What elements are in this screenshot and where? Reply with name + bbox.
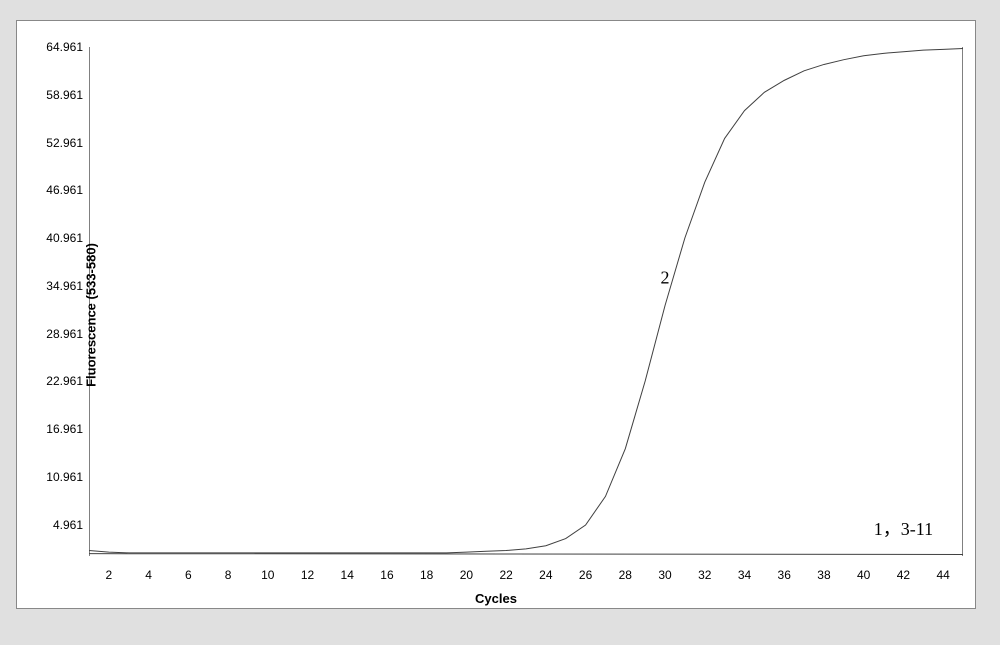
curve-annotation: 2 — [661, 267, 670, 288]
x-tick-label: 10 — [261, 568, 274, 582]
chart-container: Fluorescence (533-580) Cycles 4.96110.96… — [0, 0, 1000, 645]
x-tick-label: 22 — [499, 568, 512, 582]
x-tick-label: 12 — [301, 568, 314, 582]
y-tick-label: 28.961 — [46, 327, 83, 341]
x-tick-label: 16 — [380, 568, 393, 582]
x-tick-label: 26 — [579, 568, 592, 582]
x-tick-label: 6 — [185, 568, 192, 582]
y-tick-label: 4.961 — [53, 518, 83, 532]
y-tick-label: 58.961 — [46, 88, 83, 102]
x-tick-label: 32 — [698, 568, 711, 582]
plot-svg — [89, 39, 963, 564]
x-tick-label: 30 — [658, 568, 671, 582]
x-tick-label: 42 — [897, 568, 910, 582]
x-tick-label: 36 — [778, 568, 791, 582]
x-tick-label: 34 — [738, 568, 751, 582]
x-tick-label: 2 — [106, 568, 113, 582]
plot-area: 4.96110.96116.96122.96128.96134.96140.96… — [89, 39, 963, 564]
chart-panel: Fluorescence (533-580) Cycles 4.96110.96… — [16, 20, 976, 609]
x-tick-label: 28 — [619, 568, 632, 582]
x-tick-label: 8 — [225, 568, 232, 582]
y-tick-label: 22.961 — [46, 374, 83, 388]
y-tick-label: 52.961 — [46, 136, 83, 150]
x-tick-label: 44 — [936, 568, 949, 582]
curve-flat — [89, 554, 963, 555]
y-tick-label: 40.961 — [46, 231, 83, 245]
x-axis-label: Cycles — [475, 591, 517, 606]
x-tick-label: 24 — [539, 568, 552, 582]
y-tick-label: 10.961 — [46, 470, 83, 484]
y-tick-label: 16.961 — [46, 422, 83, 436]
curve-2 — [89, 49, 963, 553]
y-tick-label: 34.961 — [46, 279, 83, 293]
x-tick-label: 4 — [145, 568, 152, 582]
x-tick-label: 18 — [420, 568, 433, 582]
x-tick-label: 14 — [341, 568, 354, 582]
y-tick-label: 46.961 — [46, 183, 83, 197]
x-tick-label: 38 — [817, 568, 830, 582]
x-tick-label: 20 — [460, 568, 473, 582]
curve-annotation: 1，3-11 — [874, 515, 933, 541]
y-tick-label: 64.961 — [46, 40, 83, 54]
x-tick-label: 40 — [857, 568, 870, 582]
